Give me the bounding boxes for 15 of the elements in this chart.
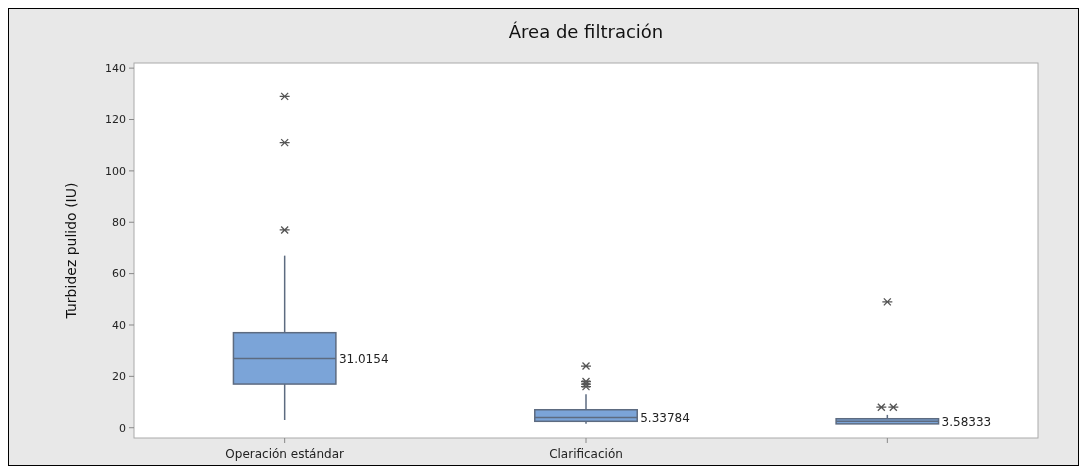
x-tick-label: Clarificación [549, 447, 623, 461]
x-tick-label: Operación estándar [225, 447, 345, 461]
y-tick-label: 0 [119, 421, 126, 435]
y-axis-title: Turbidez pulido (IU) [63, 182, 79, 320]
y-tick-label: 40 [112, 318, 126, 332]
chart-title: Área de filtración [508, 21, 664, 42]
text: 31.0154 [338, 351, 389, 366]
y-tick-label: 80 [112, 216, 126, 230]
y-tick-label: 140 [105, 61, 126, 75]
text: 5.33784 [640, 410, 690, 425]
text: 3.58333 [941, 414, 992, 429]
y-tick-label: 120 [105, 113, 126, 127]
y-tick-label: 60 [112, 267, 126, 281]
y-tick-label: 20 [112, 370, 126, 384]
y-tick-label: 100 [105, 164, 126, 178]
